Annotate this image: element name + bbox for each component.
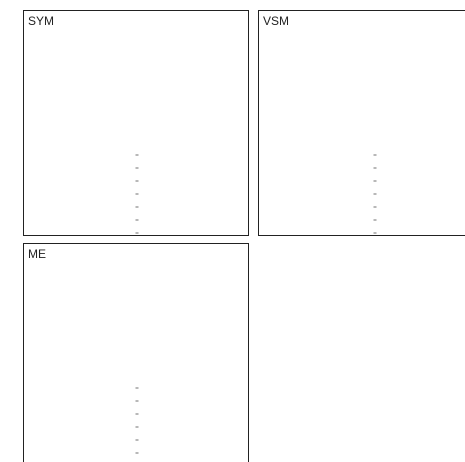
polar-panel-vsm: VSM	[258, 10, 465, 236]
polar-chart	[135, 154, 139, 234]
panel-label: SYM	[28, 14, 55, 28]
polar-chart	[373, 154, 377, 234]
polar-chart	[135, 387, 139, 454]
polar-panel-me: ME	[23, 243, 249, 462]
polar-panel-sym: SYM	[23, 10, 249, 236]
panel-label: ME	[28, 247, 46, 261]
panel-label: VSM	[263, 14, 290, 28]
